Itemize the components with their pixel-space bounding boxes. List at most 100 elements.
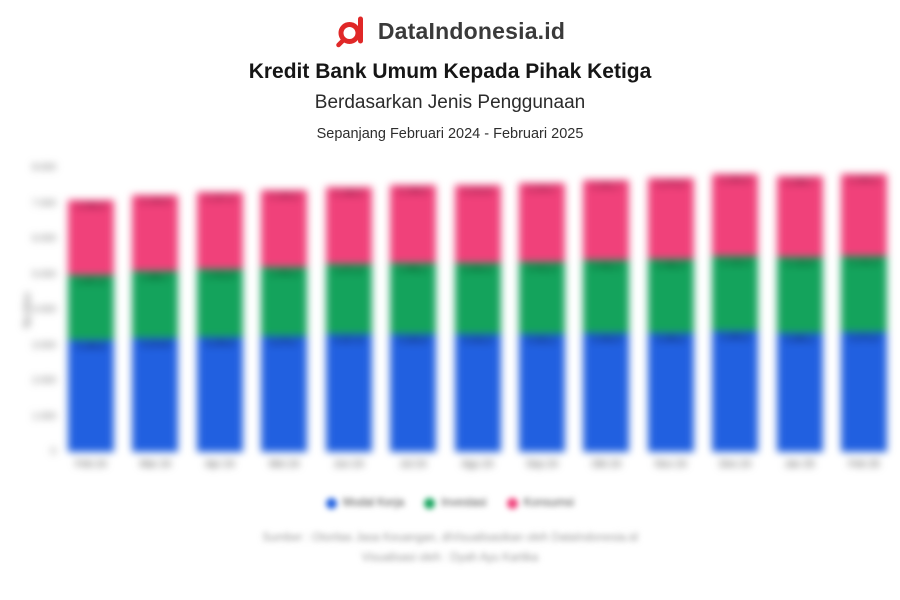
bar-segment-modal-kerja: 3.365,1 <box>776 332 823 452</box>
segment-value-label: 2.157,2 <box>204 193 235 204</box>
dataindonesia-logo-icon <box>335 14 369 48</box>
segment-value-label: 3.214,8 <box>140 338 171 349</box>
segment-value-label: 3.235,9 <box>204 338 235 349</box>
segment-value-label: 2.295,9 <box>720 175 751 186</box>
bar-segment-konsumsi: 2.251,7 <box>583 180 630 261</box>
bar-segment-konsumsi: 2.165,2 <box>261 190 308 267</box>
segment-value-label: 3.325,9 <box>398 334 429 345</box>
chart-legend: Modal Kerja Investasi Konsumsi <box>0 497 900 509</box>
modal-kerja-legend-dot-icon <box>325 497 337 509</box>
konsumsi-legend-dot-icon <box>506 497 518 509</box>
bar-segment-konsumsi: 2.157,2 <box>196 192 243 270</box>
bar-segment-konsumsi: 2.198,5 <box>390 185 437 264</box>
x-tick-label: Feb 24 <box>75 459 107 470</box>
segment-value-label: 2.022,2 <box>526 263 557 274</box>
bar-segment-investasi: 2.004,3 <box>454 263 501 335</box>
x-tick-label: Mei 24 <box>269 459 300 470</box>
segment-value-label: 2.140,5 <box>140 195 171 206</box>
bar-segment-modal-kerja: 3.374,4 <box>841 332 888 452</box>
y-tick-label: 3.000 <box>32 339 56 351</box>
segment-value-label: 3.405,2 <box>720 332 751 343</box>
bar-segment-investasi: 2.062,1 <box>583 260 630 334</box>
legend-label: Modal Kerja <box>342 497 405 509</box>
bar-segment-modal-kerja: 3.325,9 <box>390 333 437 452</box>
segment-value-label: 1.889,7 <box>140 271 171 282</box>
bar-segment-modal-kerja: 3.342,5 <box>583 333 630 452</box>
segment-value-label: 2.141,9 <box>849 257 880 268</box>
segment-value-label: 3.160,6 <box>75 340 107 351</box>
bar-segment-investasi: 2.128,8 <box>776 256 823 333</box>
brand-header: DataIndonesia.id <box>0 14 900 48</box>
segment-value-label: 2.096,9 <box>75 201 107 212</box>
segment-value-label: 2.270,9 <box>655 179 686 190</box>
bar-segment-konsumsi: 2.188,5 <box>325 186 372 265</box>
x-tick-label: Apr 24 <box>205 459 235 470</box>
segment-value-label: 3.270,7 <box>269 336 300 347</box>
x-tick-label: Sep 24 <box>526 459 558 470</box>
bar-segment-investasi: 2.022,2 <box>518 262 565 335</box>
legend-item-konsumsi: Konsumsi <box>506 497 574 509</box>
y-tick-label: 1.000 <box>32 410 56 422</box>
bar-segment-investasi: 2.126,3 <box>712 255 759 332</box>
segment-value-label: 1.916,8 <box>204 270 235 281</box>
segment-value-label: 1.940,3 <box>269 268 300 278</box>
segment-value-label: 2.198,5 <box>398 186 429 197</box>
legend-label: Investasi <box>441 497 487 509</box>
segment-value-label: 1.996,1 <box>398 264 429 275</box>
x-tick-label: Des 24 <box>719 459 752 470</box>
x-tick-label: Agu 24 <box>461 459 494 470</box>
segment-value-label: 3.317,6 <box>333 335 364 346</box>
y-tick-label: 2.000 <box>32 375 56 386</box>
legend-item-investasi: Investasi <box>424 497 487 509</box>
bar-segment-modal-kerja: 3.214,8 <box>132 337 179 452</box>
bar-segment-modal-kerja: 3.405,2 <box>712 331 759 452</box>
bar-segment-investasi: 1.916,8 <box>196 269 243 338</box>
y-tick-label: 6.000 <box>32 233 56 244</box>
bar-segment-investasi: 1.971,6 <box>325 264 372 335</box>
segment-value-label: 1.971,6 <box>333 265 364 276</box>
y-tick-label: 8.000 <box>32 162 56 173</box>
segment-value-label: 3.365,1 <box>784 333 815 344</box>
brand-name: DataIndonesia.id <box>377 17 566 44</box>
bar-segment-konsumsi: 2.096,9 <box>68 200 114 275</box>
bar-segment-investasi: 1.940,3 <box>261 267 308 336</box>
x-tick-label: Mar 24 <box>139 459 171 470</box>
x-tick-label: Nov 24 <box>654 459 687 470</box>
period-label: Sepanjang Februari 2024 - Februari 2025 <box>316 126 584 142</box>
bar-segment-modal-kerja: 3.322,1 <box>518 334 565 452</box>
y-tick-label: 4.000 <box>32 304 56 315</box>
page-title: Kredit Bank Umum Kepada Pihak Ketiga <box>248 60 652 83</box>
segment-value-label: 2.165,2 <box>269 191 300 202</box>
bar-segment-investasi: 1.996,1 <box>390 263 437 334</box>
bar-segment-konsumsi: 2.213,9 <box>454 184 501 264</box>
segment-value-label: 2.128,8 <box>784 257 815 268</box>
page-subtitle: Berdasarkan Jenis Penggunaan <box>314 92 586 113</box>
bar-segment-modal-kerja: 3.270,7 <box>261 335 308 452</box>
segment-value-label: 3.359,2 <box>655 333 686 344</box>
investasi-legend-dot-icon <box>424 497 436 509</box>
bar-segment-modal-kerja: 3.310,3 <box>454 334 501 452</box>
source-credit: Sumber : Otoritas Jasa Keuangan, diVisua… <box>262 532 638 544</box>
bar-segment-modal-kerja: 3.317,6 <box>325 334 372 452</box>
bar-segment-investasi: 1.889,7 <box>132 270 179 338</box>
x-tick-label: Okt 24 <box>591 459 622 470</box>
segment-value-label: 2.213,9 <box>462 185 493 196</box>
bar-segment-modal-kerja: 3.235,9 <box>196 337 243 452</box>
segment-value-label: 2.234,7 <box>526 183 557 194</box>
segment-value-label: 3.374,4 <box>849 333 880 344</box>
y-tick-label: 0 <box>50 446 56 457</box>
segment-value-label: 2.288,7 <box>784 176 815 187</box>
bar-segment-konsumsi: 2.295,9 <box>712 174 759 256</box>
segment-value-label: 2.086,9 <box>655 259 686 270</box>
bar-segment-modal-kerja: 3.359,2 <box>647 332 694 452</box>
legend-item-modal-kerja: Modal Kerja <box>325 497 405 509</box>
bar-segment-investasi: 2.141,9 <box>841 256 888 333</box>
segment-value-label: 3.322,1 <box>526 335 557 346</box>
bar-segment-investasi: 2.086,9 <box>647 258 694 333</box>
segment-value-label: 2.126,3 <box>720 256 751 267</box>
visualization-credit: Visualisasi oleh : Dyah Ayu Kartika <box>361 552 539 564</box>
y-tick-label: 5.000 <box>32 268 56 280</box>
x-tick-label: Jan 25 <box>784 459 815 470</box>
segment-value-label: 3.342,5 <box>591 334 622 345</box>
bar-segment-konsumsi: 2.234,7 <box>518 182 565 263</box>
